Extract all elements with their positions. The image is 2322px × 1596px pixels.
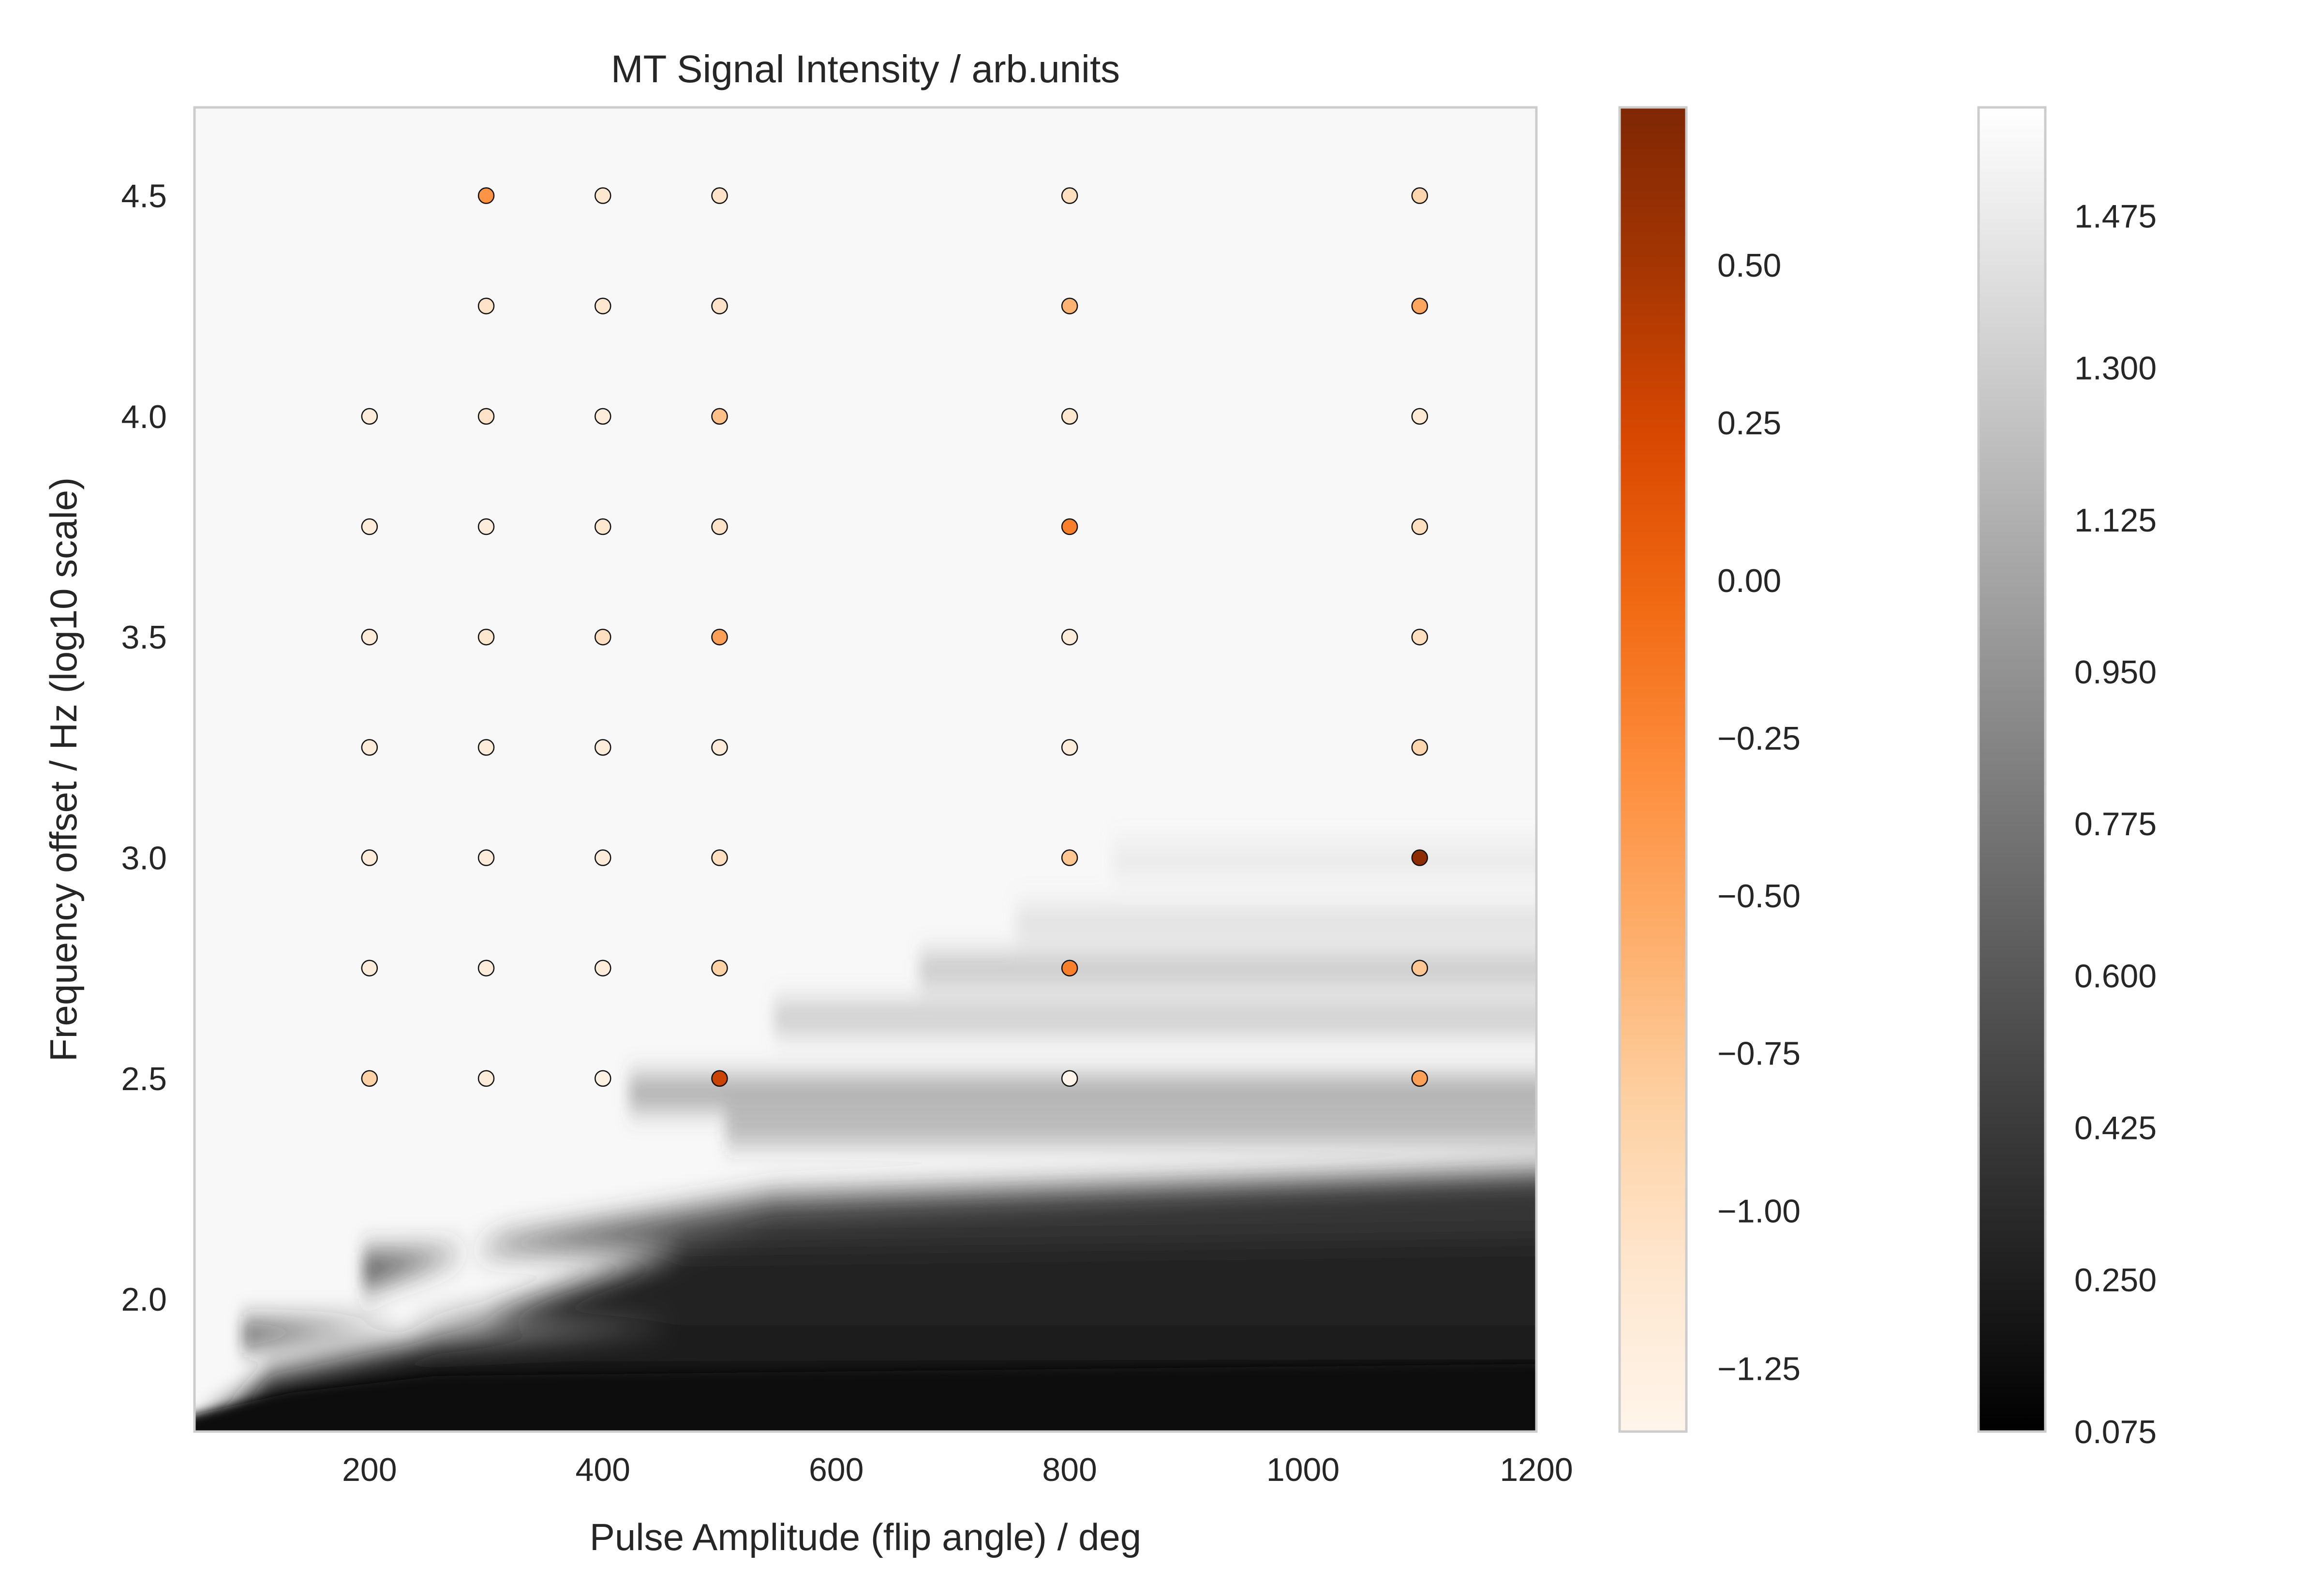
scatter-point — [361, 408, 378, 425]
scatter-point — [595, 297, 611, 314]
scatter-point — [361, 739, 378, 756]
scatter-point — [1061, 1070, 1078, 1087]
scatter-points — [361, 187, 1429, 1087]
scatter-point — [595, 960, 611, 976]
y-tick-label: 3.5 — [121, 619, 167, 656]
scatter-point — [1411, 849, 1429, 866]
scatter-point — [1061, 187, 1078, 204]
x-tick-label: 600 — [809, 1451, 863, 1488]
contour-colorbar-tick-label: 0.250 — [2074, 1262, 2157, 1299]
scatter-colorbar-gradient — [1618, 106, 1688, 1433]
scatter-point — [711, 518, 728, 535]
scatter-colorbar-ticks: −1.25 −1.00 −0.75 −0.50 −0.25 0.00 0.25 0.50 — [1717, 247, 1801, 1388]
contour-colorbar-tick-label: 0.425 — [2074, 1110, 2157, 1147]
contour-colorbar-tick-label: 1.125 — [2074, 502, 2157, 539]
scatter-colorbar-tick-label: 0.25 — [1717, 405, 1781, 442]
contour-colorbar-tick-label: 0.950 — [2074, 654, 2157, 691]
scatter-colorbar-tick-label: −1.00 — [1717, 1193, 1801, 1230]
scatter-point — [361, 960, 378, 976]
contour-colorbar-tick-label: 1.300 — [2074, 350, 2157, 387]
contour-colorbar-ticks: 0.075 0.250 0.425 0.600 0.775 0.950 1.125 1.300… — [2074, 198, 2157, 1450]
y-tick-label: 4.5 — [121, 178, 167, 215]
scatter-point — [1411, 1070, 1429, 1087]
scatter-point — [361, 628, 378, 646]
contour-colorbar-tick-label: 0.600 — [2074, 958, 2157, 994]
scatter-point — [595, 849, 611, 866]
plot-frame — [193, 106, 1538, 1433]
scatter-point — [361, 1070, 378, 1087]
y-axis-label: Frequency offset / Hz (log10 scale) — [42, 477, 85, 1062]
scatter-point — [711, 739, 728, 756]
scatter-point — [477, 518, 495, 535]
scatter-colorbar-tick-label: −0.75 — [1717, 1035, 1801, 1072]
scatter-point — [1061, 408, 1078, 425]
scatter-point — [711, 849, 728, 866]
x-axis-ticks: 200 400 600 800 1000 1200 — [342, 1451, 1573, 1488]
scatter-point — [1061, 849, 1078, 866]
scatter-colorbar-tick-label: −0.50 — [1717, 878, 1801, 915]
scatter-point — [1411, 960, 1429, 976]
scatter-colorbar-tick-label: 0.50 — [1717, 247, 1781, 284]
x-tick-label: 400 — [576, 1451, 630, 1488]
scatter-point — [1411, 739, 1429, 756]
contour-colorbar-gradient — [1977, 106, 2047, 1433]
scatter-point — [477, 408, 495, 425]
y-tick-label: 3.0 — [121, 840, 167, 877]
scatter-point — [711, 1070, 728, 1087]
scatter-point — [711, 628, 728, 646]
scatter-point — [1061, 739, 1078, 756]
x-tick-label: 800 — [1042, 1451, 1097, 1488]
contour-colorbar-tick-label: 0.075 — [2074, 1414, 2157, 1450]
x-tick-label: 1200 — [1500, 1451, 1573, 1488]
x-tick-label: 1000 — [1266, 1451, 1340, 1488]
scatter-point — [1411, 187, 1429, 204]
scatter-point — [477, 187, 495, 204]
scatter-point — [1411, 628, 1429, 646]
y-tick-label: 4.0 — [121, 399, 167, 435]
scatter-point — [477, 960, 495, 976]
scatter-point — [1411, 518, 1429, 535]
scatter-point — [477, 297, 495, 314]
scatter-point — [1061, 628, 1078, 646]
scatter-point — [1411, 297, 1429, 314]
scatter-point — [711, 960, 728, 976]
scatter-point — [477, 628, 495, 646]
scatter-point — [361, 849, 378, 866]
chart-title: MT Signal Intensity / arb.units — [611, 47, 1120, 90]
scatter-point — [595, 739, 611, 756]
scatter-colorbar-tick-label: −0.25 — [1717, 720, 1801, 757]
scatter-colorbar-tick-label: −1.25 — [1717, 1351, 1801, 1388]
scatter-point — [595, 187, 611, 204]
scatter-point — [477, 739, 495, 756]
y-tick-label: 2.5 — [121, 1061, 167, 1097]
contour-background — [194, 107, 1536, 1432]
scatter-point — [477, 1070, 495, 1087]
scatter-point — [595, 1070, 611, 1087]
scatter-point — [595, 628, 611, 646]
scatter-point — [595, 408, 611, 425]
contour-colorbar-tick-label: 0.775 — [2074, 806, 2157, 842]
contour-colorbar-tick-label: 1.475 — [2074, 198, 2157, 235]
scatter-point — [1061, 518, 1078, 535]
x-axis-label: Pulse Amplitude (flip angle) / deg — [590, 1516, 1141, 1558]
scatter-point — [711, 297, 728, 314]
x-tick-label: 200 — [342, 1451, 397, 1488]
y-tick-label: 2.0 — [121, 1281, 167, 1318]
contour-colorbar: 0.075 0.250 0.425 0.600 0.775 0.950 1.125 1.300… — [1977, 106, 2157, 1450]
scatter-point — [711, 187, 728, 204]
scatter-point — [1061, 297, 1078, 314]
scatter-colorbar: −1.25 −1.00 −0.75 −0.50 −0.25 0.00 0.25 0.50 — [1618, 106, 1801, 1433]
scatter-point — [1411, 408, 1429, 425]
scatter-point — [361, 518, 378, 535]
scatter-point — [1061, 960, 1078, 976]
y-axis-ticks: 2.0 2.5 3.0 3.5 4.0 4.5 — [121, 178, 167, 1318]
scatter-point — [477, 849, 495, 866]
scatter-colorbar-tick-label: 0.00 — [1717, 562, 1781, 599]
scatter-point — [711, 408, 728, 425]
scatter-point — [595, 518, 611, 535]
